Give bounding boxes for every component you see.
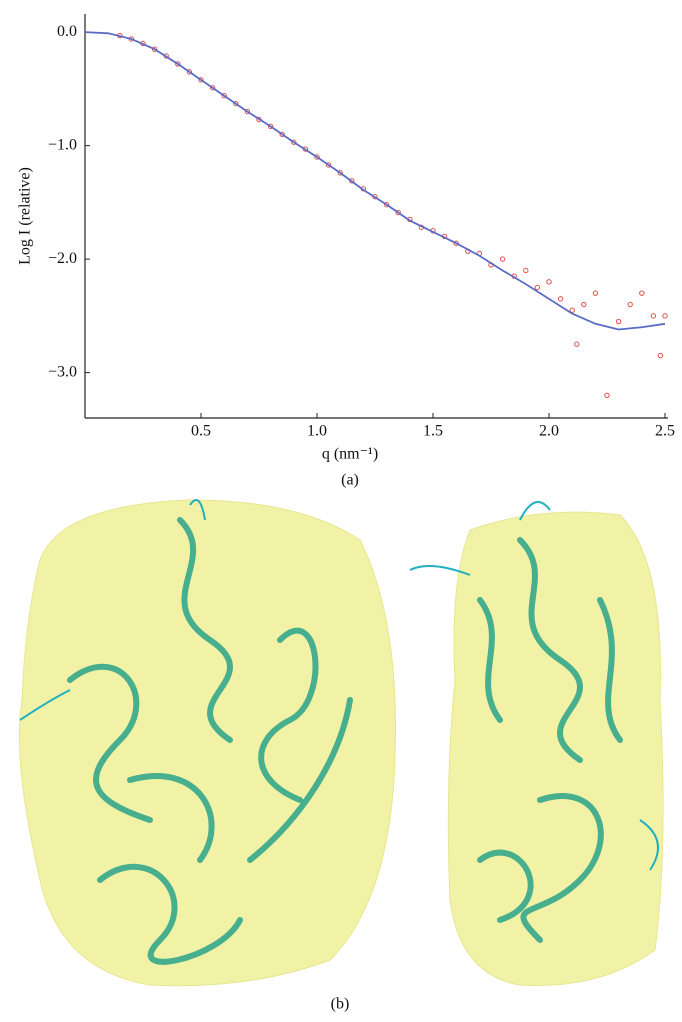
data-point: [279, 131, 285, 137]
data-point: [233, 100, 239, 107]
data-point: [604, 392, 610, 399]
data-point: [662, 313, 668, 319]
y-tick-label: −2.0: [48, 250, 77, 267]
loops: [19, 499, 659, 871]
y-tick-label: −3.0: [48, 363, 77, 380]
data-point: [395, 209, 401, 216]
ribbons: [67, 517, 623, 965]
data-point: [453, 240, 459, 246]
data-point: [523, 267, 529, 274]
y-tick-label: −1.0: [48, 136, 77, 153]
data-point: [569, 307, 575, 313]
fit-line: [84, 31, 666, 331]
chart: Log I (relative) q (nm⁻¹) (a) 0.0 −1.0 −2.…: [17, 14, 675, 489]
data-point: [546, 279, 552, 285]
x-tick-label: 2.0: [539, 423, 559, 440]
data-point: [383, 201, 390, 208]
envelope-right: [447, 511, 664, 987]
x-axis-label: q (nm⁻¹): [322, 446, 378, 463]
y-tick-label: 0.0: [57, 23, 77, 40]
data-point: [592, 290, 599, 296]
data-point: [615, 318, 622, 325]
data-point: [175, 61, 181, 67]
structure-images: (b): [18, 499, 664, 1013]
data-point: [581, 301, 587, 308]
envelope-left: [18, 499, 397, 987]
data-point: [267, 123, 274, 130]
data-point: [325, 162, 332, 168]
caption: (b): [331, 996, 350, 1013]
data-point: [574, 341, 580, 347]
x-tick-label: 1.5: [423, 423, 443, 440]
data-point: [291, 139, 297, 145]
data-point: [557, 296, 564, 302]
data-point: [650, 313, 657, 319]
x-tick-label: 1.0: [307, 423, 327, 440]
data-point: [209, 85, 216, 91]
data-point: [627, 301, 633, 308]
data-point: [657, 352, 664, 359]
x-tick-label: 2.5: [655, 423, 675, 440]
data-point: [499, 256, 506, 262]
data-point: [534, 284, 541, 291]
data-point: [337, 170, 343, 176]
data-point: [244, 108, 251, 115]
y-axis-label: Log I (relative): [17, 167, 34, 265]
data-point: [314, 154, 320, 160]
data-point: [639, 290, 645, 296]
caption: (a): [341, 472, 359, 489]
data-point: [198, 77, 204, 83]
data-point: [221, 93, 227, 99]
data-point: [186, 69, 193, 75]
x-tick-label: 0.5: [191, 423, 211, 440]
